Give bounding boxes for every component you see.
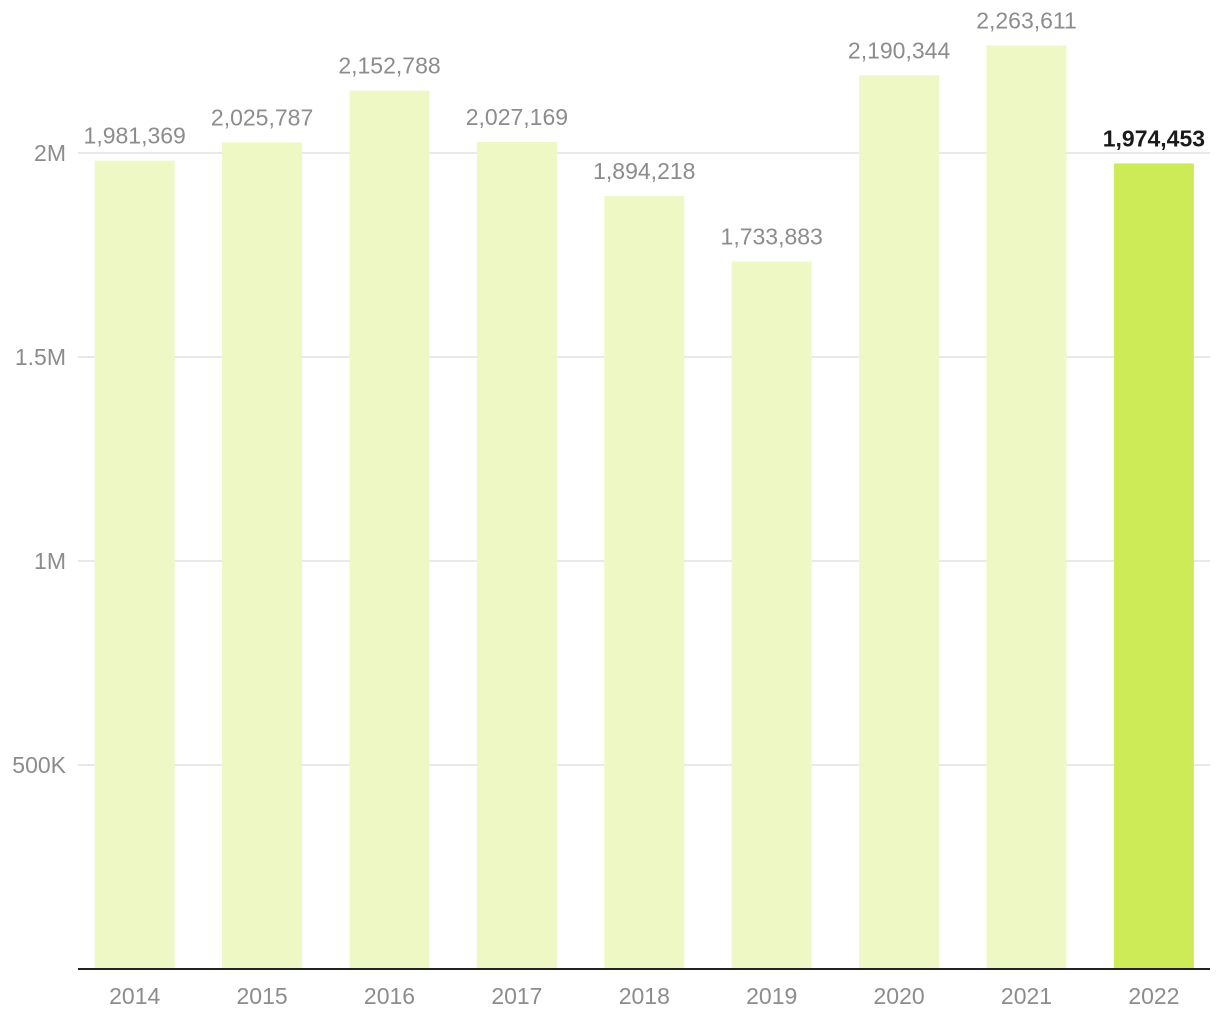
y-tick-label: 1.5M bbox=[15, 344, 66, 370]
bar-2014 bbox=[94, 160, 175, 969]
bar-2020 bbox=[859, 75, 940, 969]
x-axis-tick-labels: 2014 2015 2016 2017 2018 2019 2020 2021 2022 bbox=[109, 983, 1179, 1009]
bar-2016 bbox=[349, 90, 430, 970]
y-tick-label: 500K bbox=[12, 752, 66, 778]
value-label-2020: 2,190,344 bbox=[848, 37, 951, 63]
value-label-2014: 1,981,369 bbox=[84, 123, 186, 149]
bars bbox=[94, 45, 1194, 970]
value-label-2021: 2,263,611 bbox=[976, 7, 1077, 33]
bar-2021 bbox=[986, 45, 1067, 969]
bar-2019 bbox=[731, 261, 812, 969]
x-tick-label-2020: 2020 bbox=[874, 983, 925, 1009]
x-tick-label-2022: 2022 bbox=[1128, 983, 1179, 1009]
x-tick-label-2014: 2014 bbox=[109, 983, 160, 1009]
bar-2018 bbox=[604, 196, 685, 969]
bar-2017 bbox=[476, 141, 557, 970]
value-label-2016: 2,152,788 bbox=[338, 53, 440, 79]
value-label-2017: 2,027,169 bbox=[466, 104, 568, 130]
value-labels: 1,981,369 2,025,787 2,152,788 2,027,169 1,89… bbox=[84, 7, 1206, 249]
x-tick-label-2016: 2016 bbox=[364, 983, 415, 1009]
x-tick-label-2017: 2017 bbox=[491, 983, 542, 1009]
bar-2022 bbox=[1113, 163, 1194, 970]
value-label-2022: 1,974,453 bbox=[1103, 125, 1205, 151]
value-label-2019: 1,733,883 bbox=[721, 224, 823, 250]
y-tick-label: 2M bbox=[34, 140, 66, 166]
x-tick-label-2019: 2019 bbox=[746, 983, 797, 1009]
y-tick-label: 1M bbox=[34, 548, 66, 574]
value-label-2015: 2,025,787 bbox=[211, 104, 313, 130]
x-tick-label-2015: 2015 bbox=[237, 983, 288, 1009]
value-label-2018: 1,894,218 bbox=[593, 158, 695, 184]
bar-2015 bbox=[222, 142, 303, 970]
y-axis-tick-labels: 500K 1M 1.5M 2M bbox=[12, 140, 66, 778]
x-tick-label-2018: 2018 bbox=[619, 983, 670, 1009]
x-tick-label-2021: 2021 bbox=[1001, 983, 1052, 1009]
